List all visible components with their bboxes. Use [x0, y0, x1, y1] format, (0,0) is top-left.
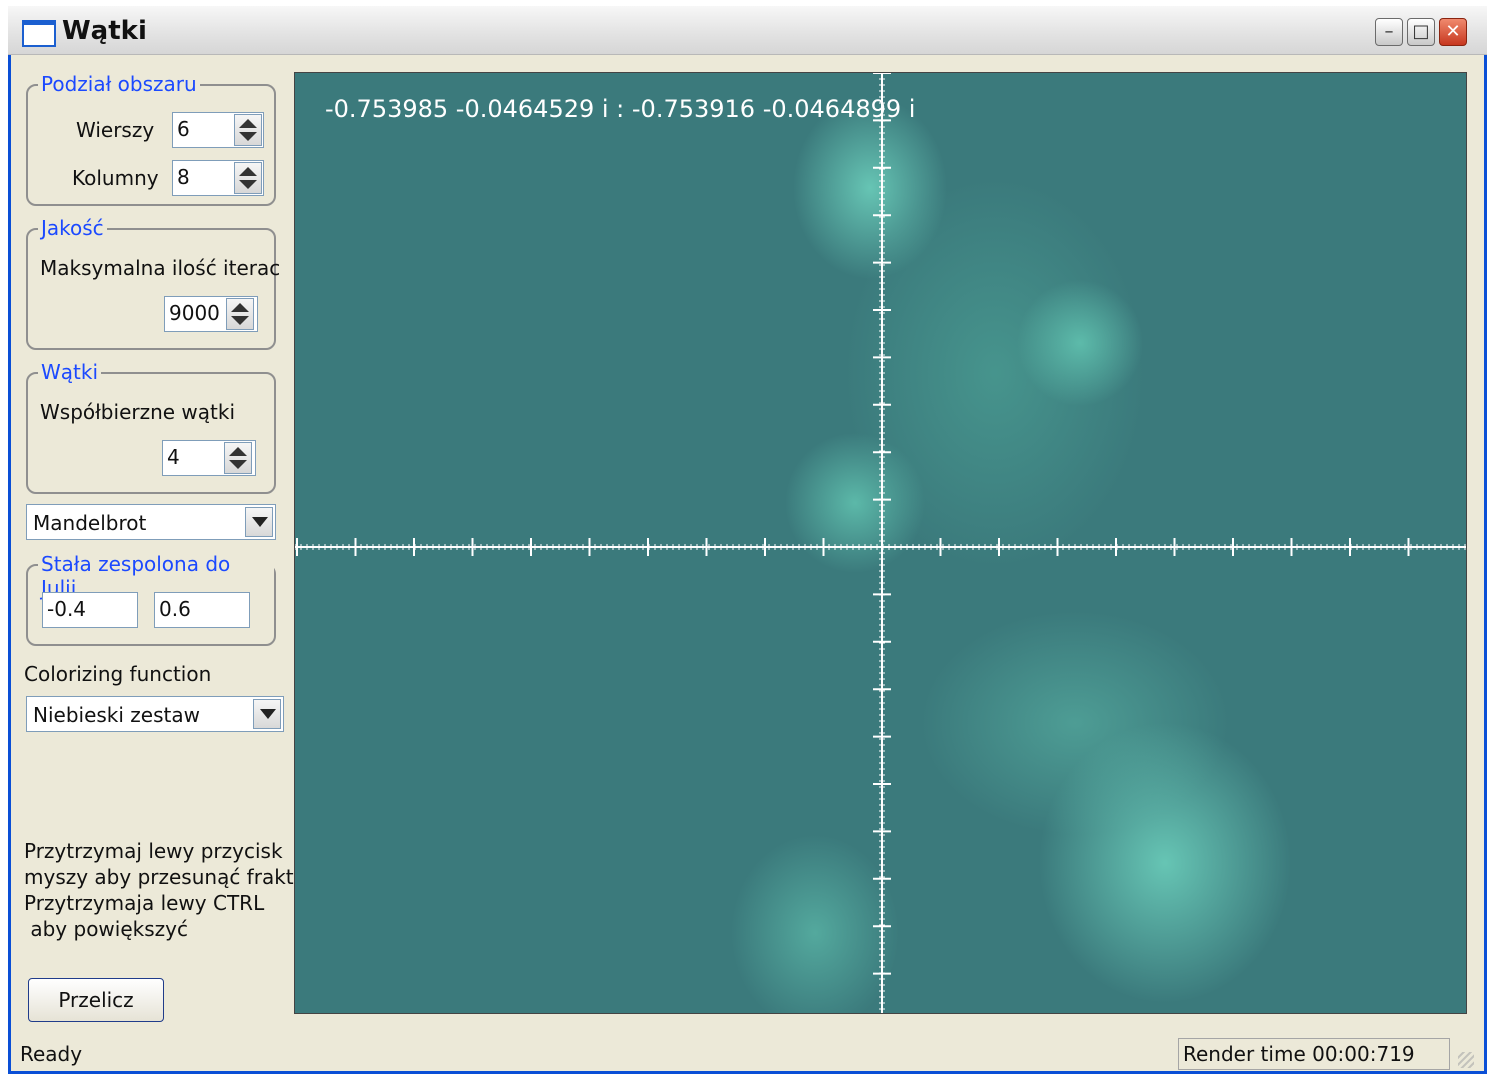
- axes-overlay: [295, 73, 1466, 1013]
- rows-label: Wierszy: [76, 118, 155, 142]
- julia-group: Stała zespolona do Julii -0.4 0.6: [26, 552, 276, 646]
- status-text: Ready: [20, 1042, 83, 1066]
- window-title: Wątki: [62, 16, 147, 46]
- recalculate-button[interactable]: Przelicz: [28, 978, 164, 1022]
- iterations-value: 9000: [169, 301, 220, 325]
- help-line: Przytrzymaj lewy przycisk: [24, 839, 283, 863]
- iterations-spin-buttons[interactable]: [226, 298, 254, 330]
- chevron-down-icon[interactable]: [245, 507, 273, 537]
- spin-down-icon[interactable]: [239, 180, 257, 189]
- fractal-type-select[interactable]: Mandelbrot: [26, 504, 276, 540]
- threads-spin-buttons[interactable]: [224, 442, 252, 474]
- cols-spin-buttons[interactable]: [234, 162, 262, 194]
- spin-down-icon[interactable]: [229, 460, 247, 469]
- minimize-icon: –: [1384, 21, 1394, 42]
- spin-up-icon[interactable]: [239, 167, 257, 176]
- spin-down-icon[interactable]: [231, 316, 249, 325]
- julia-real-input[interactable]: -0.4: [42, 592, 138, 628]
- settings-panel: Podział obszaru Wierszy 6 Kolumny 8 Jako…: [14, 58, 294, 1068]
- spin-down-icon[interactable]: [239, 132, 257, 141]
- title-bar[interactable]: Wątki – □ ✕: [8, 6, 1487, 55]
- julia-real-value: -0.4: [47, 597, 87, 621]
- help-text: Przytrzymaj lewy przycisk myszy aby prze…: [24, 838, 294, 942]
- coordinates-readout: -0.753985 -0.0464529 i : -0.753916 -0.04…: [325, 95, 916, 123]
- cols-value: 8: [177, 165, 190, 189]
- status-bar: Ready Render time 00:00:719: [14, 1038, 1482, 1072]
- threads-group: Wątki Współbierzne wątki 4: [26, 360, 276, 494]
- app-window-icon: [22, 20, 56, 47]
- minimize-button[interactable]: –: [1375, 18, 1403, 46]
- close-icon: ✕: [1445, 21, 1461, 42]
- threads-legend: Wątki: [38, 360, 102, 384]
- iterations-label: Maksymalna ilość iterac: [40, 256, 281, 280]
- colorizing-label: Colorizing function: [24, 662, 212, 686]
- quality-group: Jakość Maksymalna ilość iterac 9000: [26, 216, 280, 350]
- close-button[interactable]: ✕: [1439, 18, 1467, 46]
- division-group: Podział obszaru Wierszy 6 Kolumny 8: [26, 72, 276, 206]
- rows-value: 6: [177, 117, 190, 141]
- division-legend: Podział obszaru: [38, 72, 200, 96]
- cols-label: Kolumny: [72, 166, 159, 190]
- julia-imag-input[interactable]: 0.6: [154, 592, 250, 628]
- quality-legend: Jakość: [38, 216, 107, 240]
- spin-up-icon[interactable]: [229, 447, 247, 456]
- maximize-button[interactable]: □: [1407, 18, 1435, 46]
- colorizing-select[interactable]: Niebieski zestaw: [26, 696, 284, 732]
- fractal-type-value: Mandelbrot: [33, 511, 147, 535]
- help-line: Przytrzymaja lewy CTRL: [24, 891, 265, 915]
- resize-grip-icon[interactable]: [1458, 1052, 1474, 1068]
- threads-label: Współbierzne wątki: [40, 400, 236, 424]
- rows-spin-buttons[interactable]: [234, 114, 262, 146]
- spin-up-icon[interactable]: [231, 303, 249, 312]
- chevron-down-icon[interactable]: [253, 699, 281, 729]
- spin-up-icon[interactable]: [239, 119, 257, 128]
- colorizing-value: Niebieski zestaw: [33, 703, 200, 727]
- render-time: Render time 00:00:719: [1178, 1038, 1450, 1070]
- fractal-viewport[interactable]: -0.753985 -0.0464529 i : -0.753916 -0.04…: [294, 72, 1467, 1014]
- julia-imag-value: 0.6: [159, 597, 191, 621]
- maximize-icon: □: [1412, 21, 1430, 42]
- threads-value: 4: [167, 445, 180, 469]
- help-line: myszy aby przesunąć frakt: [24, 865, 294, 889]
- help-line: aby powiększyć: [24, 917, 188, 941]
